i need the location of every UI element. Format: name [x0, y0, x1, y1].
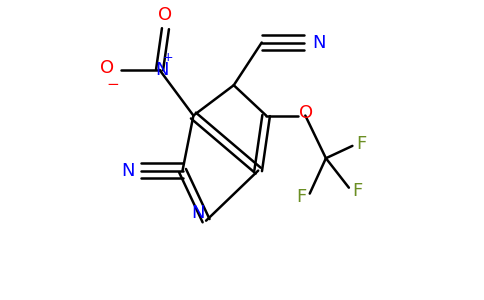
Text: −: −: [106, 76, 119, 92]
Text: N: N: [121, 162, 135, 180]
Text: F: F: [352, 182, 363, 200]
Text: F: F: [296, 188, 306, 206]
Text: O: O: [158, 6, 172, 24]
Text: +: +: [163, 51, 174, 64]
Text: F: F: [356, 134, 366, 152]
Text: O: O: [100, 58, 114, 76]
Text: N: N: [155, 61, 168, 79]
Text: O: O: [299, 104, 313, 122]
Text: N: N: [312, 34, 326, 52]
Text: N: N: [191, 204, 205, 222]
